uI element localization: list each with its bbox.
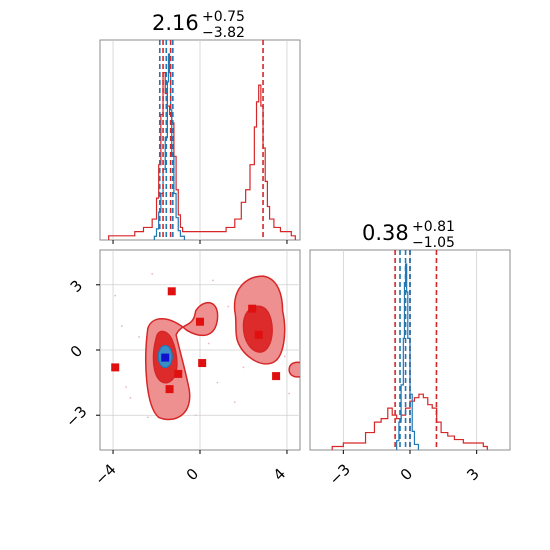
sample-point — [242, 366, 245, 369]
x-tick-label: −3 — [326, 460, 354, 488]
x-tick-label: 3 — [463, 465, 482, 484]
sample-point — [216, 381, 219, 384]
red-marker — [165, 385, 174, 394]
blue-marker — [161, 353, 170, 362]
x-tick-label: −4 — [91, 460, 119, 488]
sample-point — [138, 336, 141, 338]
right-title-value: 0.38 — [362, 221, 409, 245]
sample-point — [283, 355, 286, 358]
sample-point — [129, 396, 132, 399]
sample-point — [207, 342, 210, 345]
top-histogram-panel — [99, 39, 301, 244]
sample-point — [288, 392, 291, 395]
histogram-series — [108, 72, 296, 240]
sample-point — [146, 416, 149, 419]
top-title-minus: −3.82 — [202, 25, 245, 41]
top-title: 2.16 +0.75 −3.82 — [152, 9, 245, 41]
red-marker — [272, 372, 281, 381]
sample-point — [114, 294, 117, 297]
contour-edge-blob — [288, 361, 300, 378]
red-marker — [111, 363, 120, 372]
plot-area — [100, 250, 300, 450]
right-title: 0.38 +0.81 −1.05 — [362, 219, 455, 251]
top-title-plus: +0.75 — [202, 9, 245, 25]
x-tick-label: 4 — [270, 465, 289, 484]
x-tick-label: 0 — [183, 465, 202, 484]
y-tick-label: −3 — [62, 402, 90, 430]
right-title-plus: +0.81 — [412, 219, 455, 235]
right-title-minus: −1.05 — [412, 235, 455, 251]
red-marker — [254, 330, 263, 339]
histogram-series — [331, 393, 488, 450]
sample-point — [233, 401, 236, 404]
sample-point — [227, 305, 230, 308]
sample-point — [194, 414, 197, 417]
red-marker — [167, 287, 176, 296]
right-histogram-panel: −3 0 3 — [309, 249, 511, 489]
red-marker — [198, 359, 207, 368]
red-marker — [248, 304, 257, 313]
y-tick-label: 0 — [67, 342, 86, 361]
contour-panel: −4 0 4 −3 0 3 — [62, 249, 301, 489]
top-title-value: 2.16 — [152, 11, 199, 35]
sample-point — [120, 325, 123, 327]
red-marker — [174, 369, 183, 378]
x-tick-label: 0 — [397, 465, 416, 484]
sample-point — [212, 279, 214, 282]
y-tick-label: 3 — [67, 277, 86, 296]
sample-point — [151, 273, 154, 275]
sample-point — [125, 386, 127, 388]
red-marker — [196, 317, 204, 326]
